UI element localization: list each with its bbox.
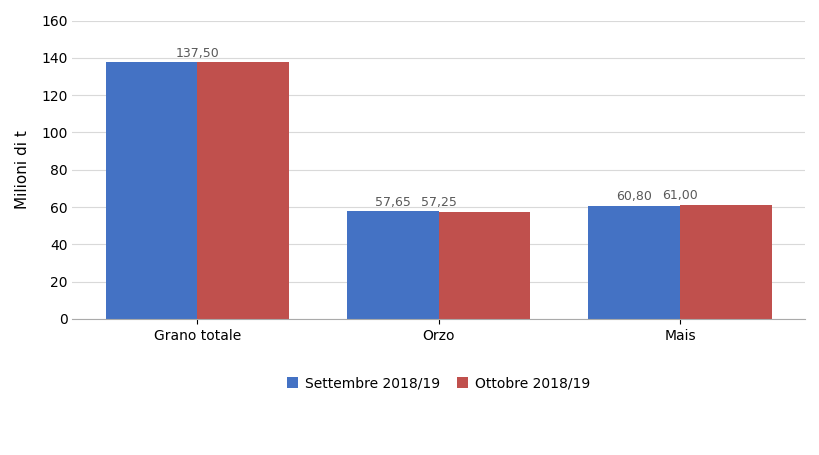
Text: 57,25: 57,25 — [420, 196, 456, 209]
Bar — [106, 62, 197, 319]
Text: 61,00: 61,00 — [661, 189, 697, 202]
Bar — [679, 205, 771, 319]
Bar — [587, 206, 679, 319]
Legend: Settembre 2018/19, Ottobre 2018/19: Settembre 2018/19, Ottobre 2018/19 — [281, 371, 595, 396]
Text: 57,65: 57,65 — [374, 196, 410, 209]
Bar — [438, 212, 530, 319]
Bar — [346, 212, 438, 319]
Bar — [197, 62, 289, 319]
Text: 137,50: 137,50 — [175, 47, 219, 60]
Y-axis label: Milioni di t: Milioni di t — [15, 130, 30, 209]
Text: 60,80: 60,80 — [616, 190, 651, 203]
